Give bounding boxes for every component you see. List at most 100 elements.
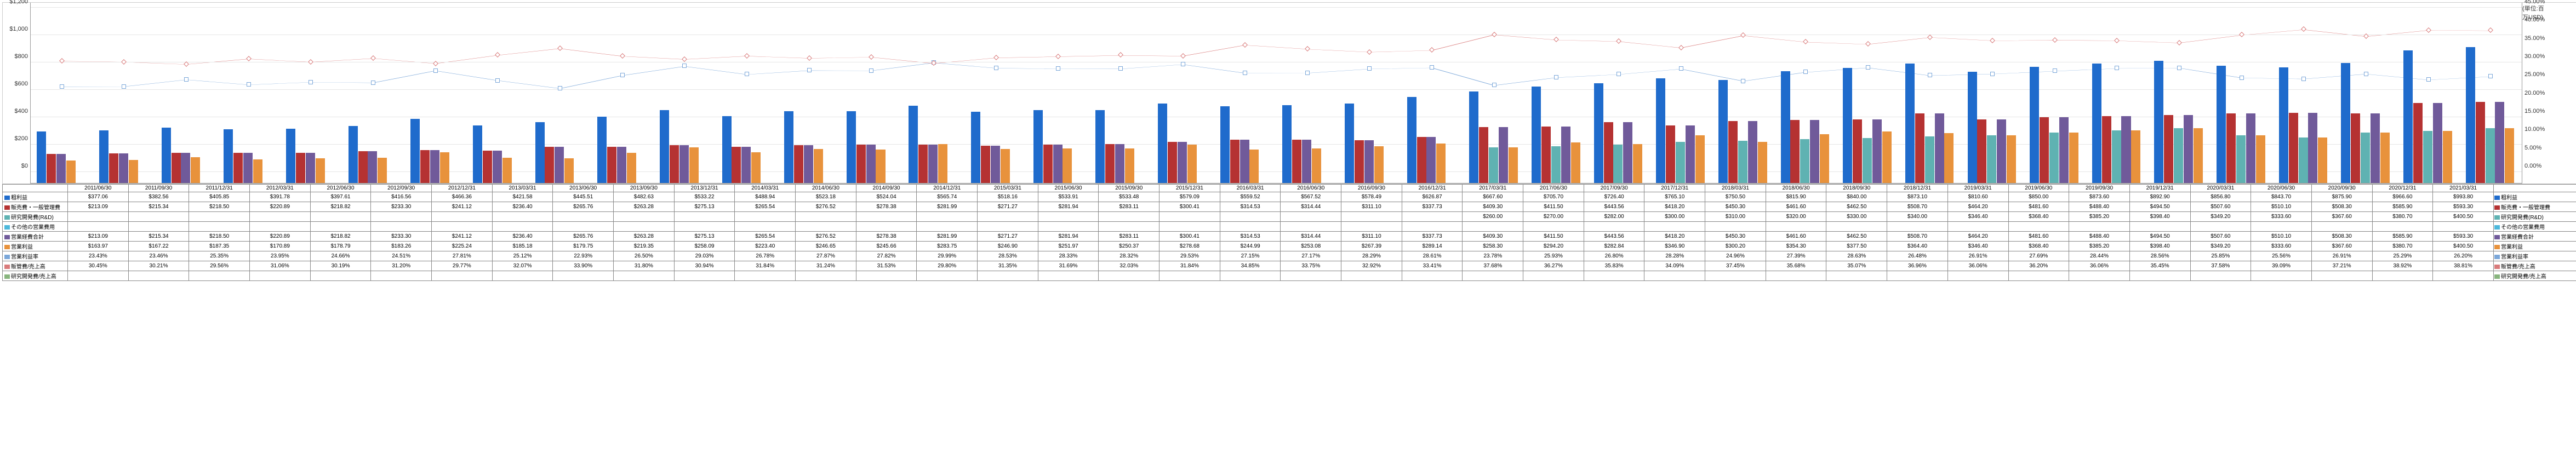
table-cell: $263.28: [614, 232, 675, 242]
table-cell: $282.84: [1584, 242, 1644, 251]
table-cell: [1705, 222, 1766, 232]
table-cell: $464.20: [1947, 202, 2008, 212]
marker-opmargin: [1741, 79, 1745, 83]
bar-opinc: [1509, 147, 1518, 183]
bar-gross: [909, 106, 918, 183]
period-header: 2020/06/30: [2251, 185, 2312, 192]
marker-opmargin: [2364, 72, 2368, 76]
table-cell: $310.00: [1705, 212, 1766, 222]
bar-opinc: [2194, 128, 2203, 183]
table-cell: 28.63%: [1826, 251, 1887, 261]
bar-opexp: [1997, 119, 2006, 183]
bar-gross: [1158, 104, 1167, 183]
table-cell: $667.60: [1463, 192, 1523, 202]
table-cell: [1826, 271, 1887, 281]
table-cell: [1644, 271, 1705, 281]
table-cell: $220.89: [250, 202, 311, 212]
bar-opinc: [1882, 131, 1892, 183]
bar-sga: [1043, 145, 1053, 183]
table-cell: 31.35%: [978, 261, 1038, 271]
bar-sga: [1666, 125, 1675, 183]
bar-opexp: [2433, 103, 2442, 183]
bar-opexp: [741, 147, 751, 183]
period-header: 2017/06/30: [1523, 185, 1584, 192]
bar-rnd: [1489, 147, 1498, 183]
table-cell: $421.58: [492, 192, 553, 202]
period-header: 2011/09/30: [128, 185, 189, 192]
table-cell: [2251, 271, 2312, 281]
period-column: [1961, 3, 2024, 183]
marker-opmargin: [371, 81, 375, 85]
table-cell: [2069, 271, 2130, 281]
bar-gross: [847, 111, 856, 183]
table-cell: $281.99: [917, 232, 978, 242]
table-cell: 36.06%: [1947, 261, 2008, 271]
bar-opinc: [1063, 148, 1072, 183]
period-column: [903, 3, 965, 183]
y-right-tick: 0.00%: [2524, 163, 2541, 169]
bar-gross: [1407, 97, 1416, 183]
table-cell: $185.18: [492, 242, 553, 251]
table-cell: $246.65: [796, 242, 856, 251]
period-column: [31, 3, 93, 183]
table-cell: 34.85%: [1220, 261, 1281, 271]
bar-sga: [1292, 140, 1301, 183]
table-cell: 34.09%: [1644, 261, 1705, 271]
table-cell: 32.92%: [1341, 261, 1402, 271]
table-cell: $337.73: [1402, 202, 1463, 212]
table-cell: 35.68%: [1766, 261, 1826, 271]
period-header: 2018/03/31: [1705, 185, 1766, 192]
period-column: [93, 3, 156, 183]
table-cell: $250.37: [1099, 242, 1160, 251]
period-column: [1276, 3, 1339, 183]
table-cell: [1463, 222, 1523, 232]
table-cell: $320.00: [1766, 212, 1826, 222]
table-cell: 26.48%: [1887, 251, 1948, 261]
bar-sga: [670, 145, 679, 183]
table-cell: $815.90: [1766, 192, 1826, 202]
table-cell: $368.40: [2008, 242, 2069, 251]
table-cell: [2433, 271, 2494, 281]
table-corner: [3, 185, 68, 192]
table-cell: 38.92%: [2372, 261, 2433, 271]
period-header: 2012/06/30: [310, 185, 371, 192]
table-cell: [1947, 222, 2008, 232]
table-cell: $397.61: [310, 192, 371, 202]
table-cell: $443.56: [1584, 202, 1644, 212]
period-column: [529, 3, 591, 183]
table-cell: $391.78: [250, 192, 311, 202]
legend-cell: 営業経費合計: [2494, 232, 2576, 242]
bar-rnd: [2361, 133, 2370, 183]
table-cell: $400.50: [2433, 212, 2494, 222]
bar-gross: [2341, 63, 2350, 183]
table-cell: [735, 222, 796, 232]
marker-opmargin: [745, 72, 749, 76]
table-cell: 26.91%: [2311, 251, 2372, 261]
bar-rnd: [2299, 137, 2308, 183]
table-cell: 33.41%: [1402, 261, 1463, 271]
table-cell: [68, 212, 129, 222]
table-cell: $533.48: [1099, 192, 1160, 202]
bar-gross: [597, 117, 607, 183]
bar-opinc: [876, 150, 885, 183]
bar-rnd: [1925, 136, 1934, 183]
bar-opinc: [1571, 142, 1580, 183]
table-cell: [1160, 212, 1220, 222]
table-cell: [614, 222, 675, 232]
bar-gross: [1718, 80, 1728, 183]
table-cell: $411.50: [1523, 202, 1584, 212]
table-cell: 36.20%: [2008, 261, 2069, 271]
table-cell: 27.17%: [1281, 251, 1341, 261]
y-left-tick: $0: [21, 163, 28, 169]
period-column: [716, 3, 778, 183]
bar-opexp: [1115, 144, 1124, 183]
table-cell: $265.76: [553, 232, 614, 242]
table-cell: [1523, 271, 1584, 281]
bar-rnd: [2174, 128, 2183, 183]
bar-gross: [1594, 83, 1603, 183]
marker-opmargin: [869, 68, 873, 73]
table-cell: $481.60: [2008, 202, 2069, 212]
period-header: 2017/12/31: [1644, 185, 1705, 192]
y-right-tick: 25.00%: [2524, 71, 2545, 78]
table-cell: 25.12%: [492, 251, 553, 261]
